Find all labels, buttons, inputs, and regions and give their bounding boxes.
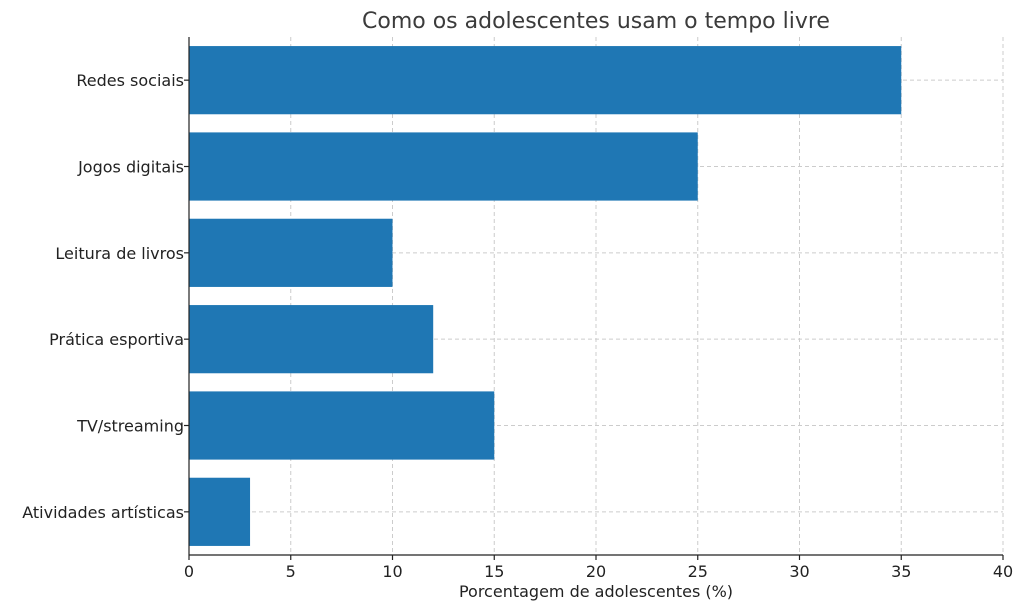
bar-6 bbox=[189, 477, 251, 546]
x-tick-label: 30 bbox=[789, 562, 809, 581]
x-tick-label: 20 bbox=[586, 562, 606, 581]
x-axis-ticks: 0 5 10 15 20 25 30 35 40 bbox=[184, 555, 1013, 581]
y-tick-label: Prática esportiva bbox=[49, 330, 184, 349]
bar-5 bbox=[189, 391, 495, 460]
bar-4 bbox=[189, 305, 434, 374]
y-tick-label: Atividades artísticas bbox=[22, 503, 184, 522]
y-tick-label: TV/streaming bbox=[76, 417, 184, 436]
x-tick-label: 5 bbox=[286, 562, 296, 581]
bars bbox=[189, 46, 902, 546]
x-tick-label: 35 bbox=[891, 562, 911, 581]
grid-lines bbox=[189, 37, 1004, 555]
bar-2 bbox=[189, 132, 698, 201]
y-tick-label: Leitura de livros bbox=[55, 244, 184, 263]
x-tick-label: 15 bbox=[484, 562, 504, 581]
x-tick-label: 25 bbox=[688, 562, 708, 581]
x-tick-label: 0 bbox=[184, 562, 194, 581]
x-axis-label: Porcentagem de adolescentes (%) bbox=[459, 582, 733, 601]
y-tick-label: Jogos digitais bbox=[77, 158, 184, 177]
bar-1 bbox=[189, 46, 902, 115]
y-axis-ticks: Redes sociais Jogos digitais Leitura de li… bbox=[22, 71, 189, 522]
x-tick-label: 40 bbox=[993, 562, 1013, 581]
chart-title: Como os adolescentes usam o tempo livre bbox=[362, 9, 830, 34]
x-tick-label: 10 bbox=[382, 562, 402, 581]
bar-3 bbox=[189, 218, 393, 287]
y-tick-label: Redes sociais bbox=[76, 71, 184, 90]
